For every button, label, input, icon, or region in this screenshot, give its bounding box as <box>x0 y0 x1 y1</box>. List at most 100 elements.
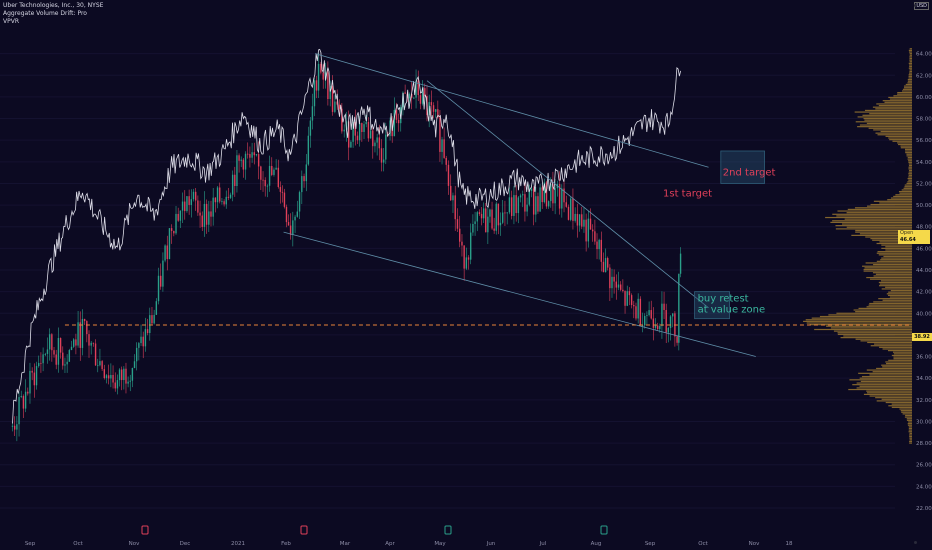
candle <box>133 361 136 369</box>
settings-dot-icon[interactable] <box>914 4 917 7</box>
volume-profile-bar <box>908 165 912 167</box>
volume-profile-bar <box>879 283 912 285</box>
candle <box>262 179 264 181</box>
candle <box>13 425 16 430</box>
candle <box>626 291 628 306</box>
candle <box>68 350 71 362</box>
candle <box>162 260 164 287</box>
volume-profile-bar <box>909 442 912 444</box>
candle <box>77 322 79 346</box>
x-tick-label: 2021 <box>231 541 245 547</box>
value-zone-label: at value zone <box>698 305 766 316</box>
y-tick-label: 22.00 <box>916 506 932 512</box>
volume-profile-bar <box>902 88 912 90</box>
candle <box>27 391 29 394</box>
volume-profile-bar <box>858 307 912 310</box>
volume-profile-bar <box>901 90 912 92</box>
candle <box>652 318 655 328</box>
candle <box>123 368 125 381</box>
volume-profile-bar <box>853 309 912 311</box>
candle <box>309 120 312 136</box>
volume-profile-bar <box>837 332 912 334</box>
volume-profile-bar <box>869 278 912 280</box>
candle <box>298 192 301 212</box>
volume-profile-bar <box>905 83 912 86</box>
scroll-dot-icon[interactable] <box>914 541 917 544</box>
candle <box>432 105 435 112</box>
volume-profile-bar <box>900 410 912 412</box>
candle <box>672 313 674 317</box>
volume-profile-bar <box>893 356 912 358</box>
retest-box <box>694 291 730 320</box>
candle <box>600 239 602 262</box>
candle <box>343 129 345 132</box>
last-price-label: Open <box>900 230 914 236</box>
y-tick-label: 52.00 <box>916 181 932 187</box>
x-tick-label: Sep <box>25 541 36 547</box>
candle <box>186 196 188 212</box>
candle <box>214 197 217 203</box>
candle <box>619 284 622 290</box>
volume-profile-bar <box>880 259 912 261</box>
candle <box>131 368 134 381</box>
volume-profile-bar <box>908 67 912 69</box>
candle <box>157 275 160 302</box>
candle <box>24 391 27 409</box>
volume-profile-bar <box>897 93 912 95</box>
candle <box>303 176 305 182</box>
earnings-marker-icon <box>141 525 149 535</box>
volume-profile-bar <box>863 393 912 396</box>
candle <box>659 326 661 330</box>
x-tick-label: Feb <box>281 541 291 547</box>
volume-profile-bar <box>908 166 912 168</box>
volume-profile-bar <box>855 229 912 232</box>
chart-title: Uber Technologies, Inc., 30, NYSE <box>3 2 104 9</box>
volume-profile-bar <box>875 132 912 134</box>
volume-profile-bar <box>905 414 912 417</box>
y-tick-label: 60.00 <box>916 95 932 101</box>
volume-profile-bar <box>908 160 912 162</box>
candle <box>146 329 149 334</box>
candle <box>125 368 127 384</box>
volume-profile-bar <box>875 397 912 399</box>
candle <box>635 306 637 319</box>
volume-profile-bar <box>893 358 912 360</box>
volume-profile-bar <box>865 262 912 264</box>
volume-profile-bar <box>884 101 912 103</box>
candle <box>11 425 14 427</box>
y-tick-label: 50.00 <box>916 203 932 209</box>
volume-profile-bar <box>885 135 912 137</box>
volume-profile-bar <box>855 338 912 340</box>
volume-profile-bar <box>859 377 912 379</box>
volume-profile-bar <box>908 168 912 170</box>
candle <box>173 230 175 234</box>
candle <box>289 225 292 235</box>
volume-profile-bar <box>907 158 912 160</box>
volume-profile-bar <box>904 416 912 418</box>
indicator-label-volume-drift[interactable]: Aggregate Volume Drift: Pro <box>3 10 87 17</box>
candle <box>31 370 33 373</box>
candle <box>38 362 40 367</box>
candle <box>48 334 51 350</box>
volume-profile-bar <box>870 238 912 240</box>
candle <box>445 157 447 165</box>
candle <box>205 203 208 225</box>
volume-profile-bar <box>849 379 912 381</box>
candle <box>594 231 596 242</box>
volume-profile-bar <box>826 325 912 327</box>
candle <box>55 354 57 365</box>
x-tick-label: May <box>434 541 446 547</box>
candle <box>443 139 445 158</box>
volume-profile-bar <box>909 64 912 66</box>
candle <box>376 137 378 143</box>
grid <box>0 53 895 509</box>
candle <box>491 209 493 229</box>
candle <box>482 208 485 219</box>
volume-profile-bar <box>876 400 912 402</box>
volume-profile-bar <box>872 272 912 274</box>
volume-profile-bar <box>908 51 912 53</box>
indicator-label-vpvr[interactable]: VPVR <box>3 18 19 25</box>
earnings-marker-icon <box>444 525 452 535</box>
volume-profile-bar <box>843 335 912 337</box>
